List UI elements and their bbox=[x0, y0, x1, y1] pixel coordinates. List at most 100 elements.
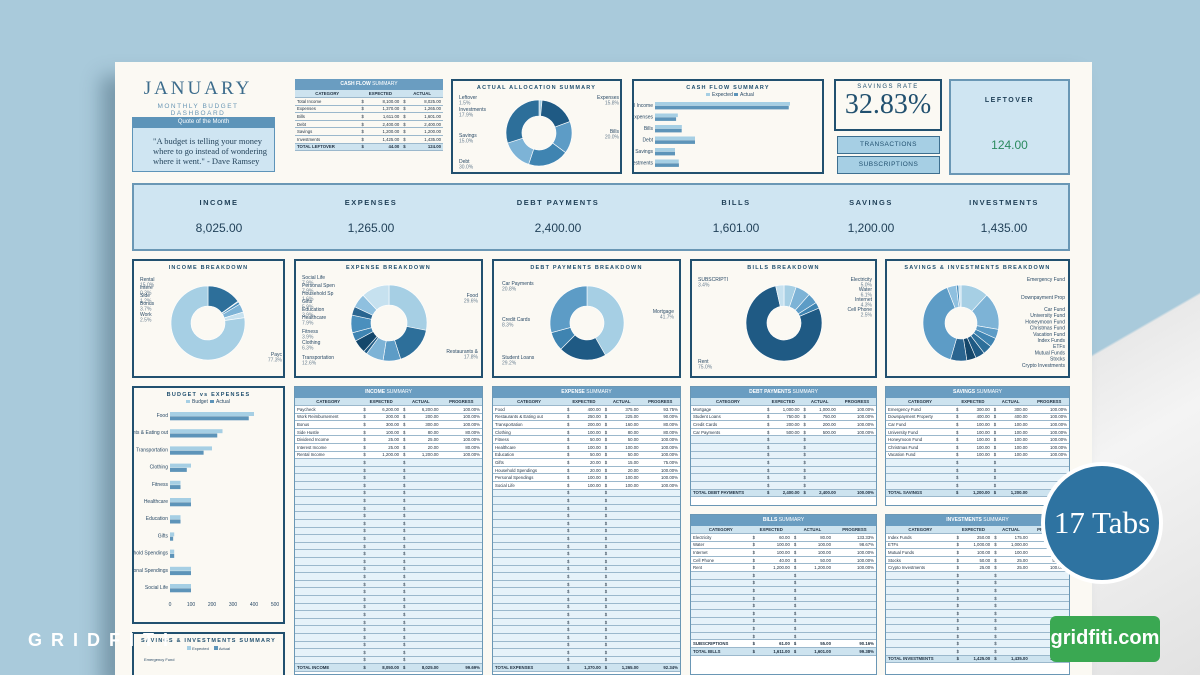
donut-label-percent: 29.2% bbox=[502, 361, 517, 367]
table-row: Rent $1,200.00 $1,200.00 100.00% bbox=[691, 563, 876, 573]
donut-label-percent: 15.0% bbox=[140, 283, 155, 289]
donut-label-percent: 77.3% bbox=[268, 358, 283, 364]
donut-label: Savings bbox=[459, 133, 477, 139]
bve-category-label: Personal Spendings bbox=[134, 568, 168, 574]
table-row: Vacation Fund $100.00 $100.00 100.00% bbox=[886, 451, 1069, 460]
cf-bar-expected bbox=[655, 136, 695, 141]
table-row: $ $ bbox=[886, 594, 1069, 603]
donut-label-percent: 4.3% bbox=[861, 303, 873, 309]
income-donut: Rental15.0%Intere0.3%Side1.2%Bonus3.7%Wo… bbox=[140, 277, 283, 364]
donut-label-percent: 6.3% bbox=[302, 346, 314, 352]
table-row: $ $ bbox=[295, 534, 482, 543]
table-row: Work Reimbursement $200.00 $200.00 100.00% bbox=[295, 413, 482, 422]
donut-label: Leftover bbox=[459, 95, 477, 101]
donut-label: Restaurants & bbox=[446, 349, 478, 355]
bve-category-label: Fitness bbox=[152, 482, 169, 488]
total-row: TOTAL INVESTMENTS$1,425.00$1,435.00100.7… bbox=[886, 655, 1069, 664]
table-row: Water $100.00 $100.00 98.67% bbox=[691, 541, 876, 550]
cash-flow-table: CATEGORY EXPECTED ACTUAL Total Income $8,100… bbox=[295, 90, 443, 152]
table-header: SAVINGS SUMMARY bbox=[886, 387, 1069, 398]
table-row: $ $ bbox=[691, 617, 876, 626]
table-row: Debt $2,400.00 $2,400.00 bbox=[295, 120, 443, 129]
bve-category-label: Restaurants & Eating out bbox=[134, 430, 169, 436]
stat-value-bills: 1,601.00 bbox=[712, 221, 760, 235]
cf-bar-actual bbox=[655, 117, 677, 121]
donut-label: Education bbox=[302, 307, 324, 313]
bve-bar-budget bbox=[170, 446, 212, 451]
investments-summary-table: INVESTMENTS SUMMARY CATEGORY EXPECTED ACTUA… bbox=[885, 514, 1070, 675]
subscriptions-button[interactable]: SUBSCRIPTIONS bbox=[837, 156, 940, 174]
donut-label: Stocks bbox=[1050, 357, 1066, 363]
donut-label: Student Loans bbox=[502, 355, 535, 361]
sinv-title: SAVINGS & INVESTMENTS SUMMARY bbox=[140, 638, 277, 644]
bve-bar-actual bbox=[170, 588, 191, 593]
bve-category-label: Gifts bbox=[158, 533, 169, 539]
donut-label-percent: 2.5% bbox=[140, 318, 152, 324]
stat-value-debt-payments: 2,400.00 bbox=[534, 221, 582, 235]
table-header: INCOME SUMMARY bbox=[295, 387, 482, 398]
table-row: $ $ bbox=[295, 511, 482, 520]
col-expected: EXPECTED bbox=[359, 90, 402, 99]
donut-label: Emergency Fund bbox=[1027, 277, 1065, 283]
donut-label: Debt bbox=[459, 159, 470, 165]
donut-slice bbox=[958, 284, 962, 308]
donut-label: Personal Spen bbox=[302, 283, 335, 289]
donut-label: Mutual Funds bbox=[1035, 350, 1066, 356]
stat-label-expenses: EXPENSES bbox=[344, 198, 398, 207]
cash-flow-summary-table: CASH FLOW SUMMARY CATEGORY EXPECTED ACTUAL… bbox=[295, 79, 443, 175]
total-row: TOTAL BILLS $1,611.00 $1,601.00 99.38% bbox=[691, 647, 876, 656]
table-row: Restaurants & Eating out $250.00 $225.00 90… bbox=[493, 413, 680, 422]
legend-budget: Budget bbox=[192, 399, 208, 405]
legend-swatch-expected bbox=[706, 93, 710, 96]
col-actual: ACTUAL bbox=[991, 398, 1030, 407]
cf-bar-actual bbox=[655, 163, 679, 167]
cf-category-label: Savings bbox=[635, 149, 653, 155]
savings-rate-value: 32.83% bbox=[844, 89, 932, 120]
donut-slice bbox=[922, 287, 957, 360]
table-row: Total Income $8,100.00 $8,025.00 bbox=[295, 97, 443, 106]
donut-label: Credit Cards bbox=[502, 317, 531, 323]
table-row: $ $ bbox=[295, 587, 482, 596]
bve-axis-tick: 400 bbox=[250, 602, 259, 608]
table-row: $ $ bbox=[493, 542, 680, 551]
table-row: $ $ bbox=[691, 601, 876, 611]
transactions-button[interactable]: TRANSACTIONS bbox=[837, 136, 940, 154]
bve-category-label: Clothing bbox=[150, 465, 169, 471]
donut-label-percent: 1.6% bbox=[302, 297, 314, 303]
table-row: $ $ bbox=[493, 580, 680, 589]
table-row: $ $ bbox=[493, 625, 680, 634]
table-row: $ $ bbox=[493, 504, 680, 513]
donut-label: Social Life bbox=[302, 275, 325, 281]
donut-label: Food bbox=[467, 293, 479, 299]
gridfiti-tag: gridfiti.com bbox=[1050, 616, 1160, 662]
expense-breakdown-chart: EXPENSE BREAKDOWN Social Life 7.9% Persona… bbox=[294, 259, 483, 378]
legend-swatch-actual bbox=[210, 400, 214, 403]
table-row: Dividend Income $25.00 $25.00 100.00% bbox=[295, 435, 482, 445]
donut-label-percent: 15.8% bbox=[605, 101, 620, 107]
table-row: $ $ bbox=[691, 481, 876, 490]
table-row: Car Fund $100.00 $100.00 100.00% bbox=[886, 420, 1069, 429]
total-row: TOTAL LEFTOVER $44.00 $124.00 bbox=[295, 143, 443, 152]
donut-label-percent: 30.0% bbox=[459, 165, 474, 171]
stat-label-debt-payments: DEBT PAYMENTS bbox=[516, 198, 600, 207]
table-row: $ $ bbox=[886, 601, 1069, 611]
table-row: $ $ bbox=[886, 586, 1069, 595]
savinv-breakdown-title: SAVINGS & INVESTMENTS BREAKDOWN bbox=[904, 265, 1051, 271]
col-actual: ACTUAL bbox=[791, 526, 833, 535]
donut-label: Index Funds bbox=[1037, 338, 1065, 344]
donut-label-percent: 5.0% bbox=[861, 283, 873, 289]
col-actual: ACTUAL bbox=[401, 398, 441, 407]
donut-slice bbox=[775, 284, 785, 307]
bve-bar-budget bbox=[170, 429, 223, 434]
table-row: $ $ bbox=[493, 641, 680, 650]
table-row: $ $ bbox=[493, 656, 680, 665]
table-row: $ $ bbox=[295, 603, 482, 612]
col-expected: EXPECTED bbox=[954, 398, 992, 407]
bve-bar-actual bbox=[170, 433, 218, 438]
table-row: Electricity $60.00 $80.00 133.33% bbox=[691, 533, 876, 542]
table-row: Christmas Fund $100.00 $100.00 100.00% bbox=[886, 443, 1069, 452]
table-row: $ $ bbox=[295, 519, 482, 528]
legend-swatch-budget bbox=[186, 400, 190, 403]
donut-label: Household Sp bbox=[302, 291, 334, 297]
